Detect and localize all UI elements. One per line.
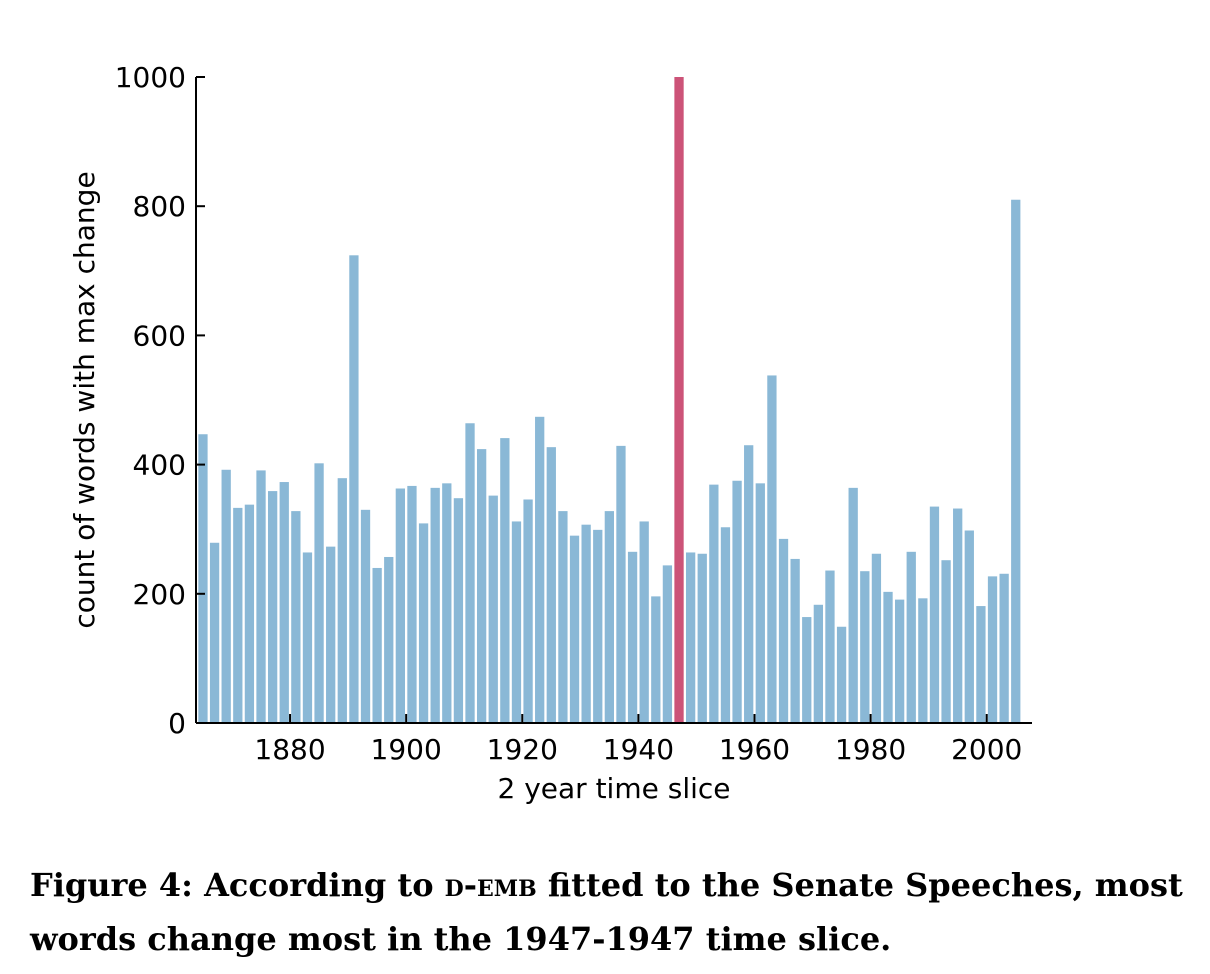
caption-suffix: fitted to the Senate Speeches, most word…	[30, 866, 1183, 958]
bar-chart: 0 200 400 600 800 1000 1880 1900 1920 1940 1960 19…	[68, 61, 1032, 805]
bar	[337, 478, 347, 723]
y-tick-label: 800	[133, 190, 186, 223]
bar	[639, 521, 649, 723]
x-tick-label: 2000	[951, 733, 1022, 766]
bar	[349, 255, 359, 724]
bar	[953, 508, 963, 723]
figure-caption: Figure 4: According to d-emb fitted to t…	[30, 858, 1190, 966]
bar	[755, 483, 765, 723]
bar	[465, 423, 475, 723]
bar	[848, 487, 858, 723]
bar	[987, 576, 998, 723]
bar	[732, 480, 742, 723]
bar	[883, 591, 893, 723]
bar	[558, 511, 568, 723]
bar	[418, 523, 429, 723]
x-ticks-group: 1880 1900 1920 1940 1960 1980 2000	[254, 714, 1022, 766]
bar	[476, 449, 487, 723]
bar	[314, 463, 324, 723]
bar	[430, 487, 440, 723]
bar	[546, 447, 556, 723]
y-tick-label: 200	[133, 578, 186, 611]
x-tick-label: 1980	[835, 733, 906, 766]
bar	[685, 552, 696, 723]
bar	[627, 551, 638, 723]
bar	[976, 606, 986, 723]
bar	[999, 573, 1009, 723]
y-tick-label: 0	[168, 707, 186, 740]
bar	[523, 499, 533, 723]
bar	[767, 375, 777, 723]
bar	[860, 571, 870, 723]
bar	[384, 556, 394, 723]
bar	[929, 506, 940, 723]
bar	[244, 504, 255, 723]
bar	[221, 469, 231, 723]
bar	[604, 511, 614, 723]
bar	[511, 521, 522, 723]
bar	[198, 434, 208, 723]
y-tick-label: 600	[133, 319, 186, 352]
bar	[372, 567, 382, 723]
x-axis-label: 2 year time slice	[497, 772, 730, 805]
x-tick-label: 1880	[254, 733, 325, 766]
bar	[256, 470, 266, 723]
bar	[302, 552, 313, 723]
bar	[662, 565, 673, 723]
y-tick-label: 400	[133, 449, 186, 482]
bar	[209, 542, 220, 723]
bar	[407, 485, 417, 723]
bar	[326, 546, 336, 723]
bar	[720, 527, 731, 723]
bar	[964, 530, 974, 723]
bar	[581, 524, 591, 723]
bar	[941, 560, 951, 723]
bar	[291, 511, 301, 723]
bar	[488, 495, 498, 723]
bar	[709, 484, 719, 723]
bar	[453, 498, 464, 723]
x-tick-label: 1940	[603, 733, 674, 766]
bar	[593, 529, 603, 723]
x-tick-label: 1920	[487, 733, 558, 766]
bar	[616, 445, 626, 723]
bar	[697, 553, 707, 723]
bar	[500, 438, 510, 723]
bars-group	[198, 77, 1021, 724]
bar	[778, 538, 789, 723]
y-tick-label: 1000	[115, 61, 186, 94]
bar	[651, 596, 661, 723]
bar	[395, 488, 405, 723]
y-axis-label: count of words with max change	[68, 171, 101, 628]
bar	[790, 558, 800, 723]
bar	[906, 551, 916, 723]
bar	[535, 416, 545, 723]
bar	[569, 535, 580, 723]
bar	[744, 445, 754, 723]
bar	[279, 482, 289, 723]
caption-model-name: d-emb	[444, 866, 537, 904]
bar	[894, 599, 905, 723]
bar	[233, 507, 243, 723]
bar	[442, 483, 452, 723]
bar	[360, 509, 371, 723]
bar	[813, 604, 823, 723]
x-tick-label: 1900	[371, 733, 442, 766]
caption-prefix: Figure 4: According to	[30, 866, 445, 904]
bar	[918, 598, 928, 723]
bar	[825, 570, 835, 723]
bar	[1011, 199, 1021, 724]
y-ticks-group: 0 200 400 600 800 1000	[115, 61, 205, 740]
bar	[836, 626, 847, 723]
bar	[802, 617, 812, 723]
x-tick-label: 1960	[719, 733, 790, 766]
bar-highlighted	[674, 77, 684, 723]
bar	[871, 553, 882, 723]
bar	[267, 491, 278, 723]
